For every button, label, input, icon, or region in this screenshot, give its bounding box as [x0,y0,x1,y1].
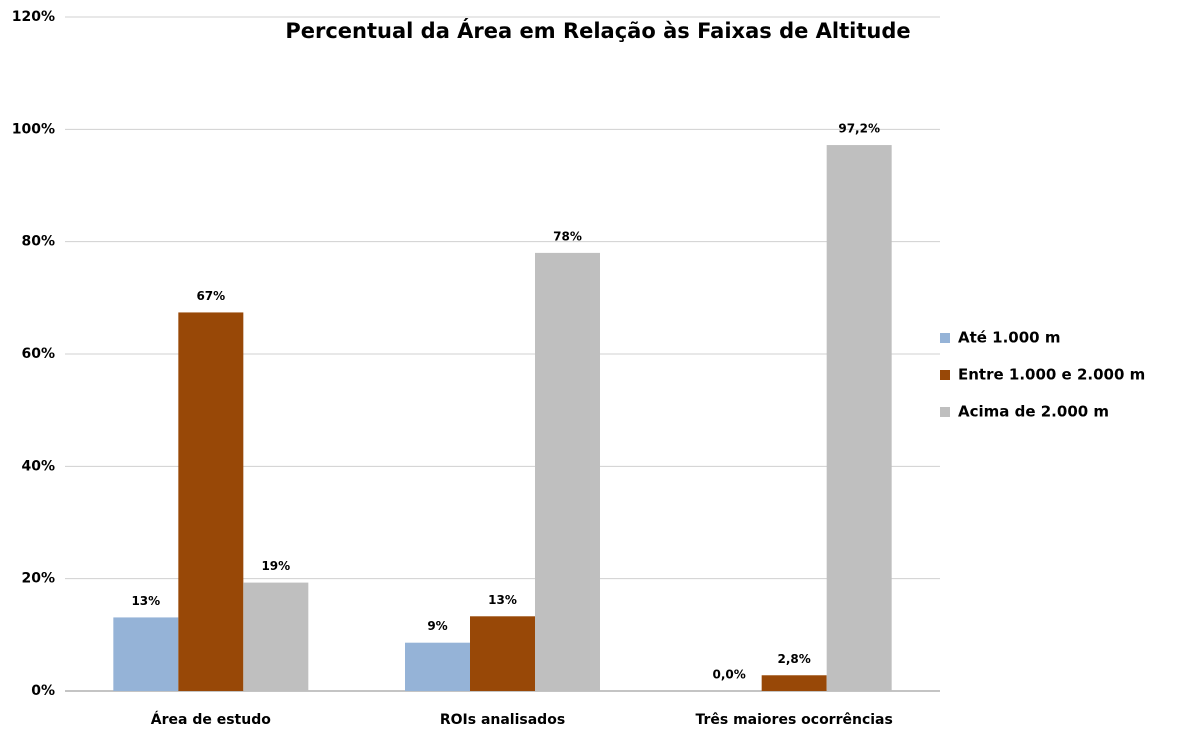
y-tick-label: 120% [12,9,55,25]
x-tick-label: ROIs analisados [440,712,565,728]
bar [113,617,179,691]
y-tick-label: 60% [21,346,55,362]
value-label: 97,2% [838,122,880,136]
value-label: 78% [553,229,582,243]
x-tick-label: Área de estudo [151,711,271,728]
y-tick-label: 0% [31,683,55,699]
value-label: 13% [488,593,517,607]
bar [405,642,470,691]
bar [470,616,535,691]
legend-swatch [940,370,950,380]
value-label: 19% [261,559,290,573]
y-tick-label: 40% [21,458,55,474]
bar [826,145,892,691]
chart-title: Percentual da Área em Relação às Faixas … [285,18,910,43]
value-label: 13% [131,594,160,608]
value-label: 2,8% [778,652,811,666]
legend-label: Até 1.000 m [958,329,1060,347]
bar [243,582,309,691]
legend-label: Acima de 2.000 m [958,403,1109,421]
value-label: 9% [427,619,447,633]
value-label: 0,0% [713,668,746,682]
legend-swatch [940,333,950,343]
legend-label: Entre 1.000 e 2.000 m [958,366,1145,384]
bar [535,252,600,691]
legend-swatch [940,407,950,417]
value-label: 67% [196,289,225,303]
bar [178,312,244,691]
bar [761,675,827,691]
y-tick-label: 80% [21,234,55,250]
y-tick-label: 20% [21,571,55,587]
x-tick-label: Três maiores ocorrências [695,712,892,728]
y-tick-label: 100% [12,121,55,137]
